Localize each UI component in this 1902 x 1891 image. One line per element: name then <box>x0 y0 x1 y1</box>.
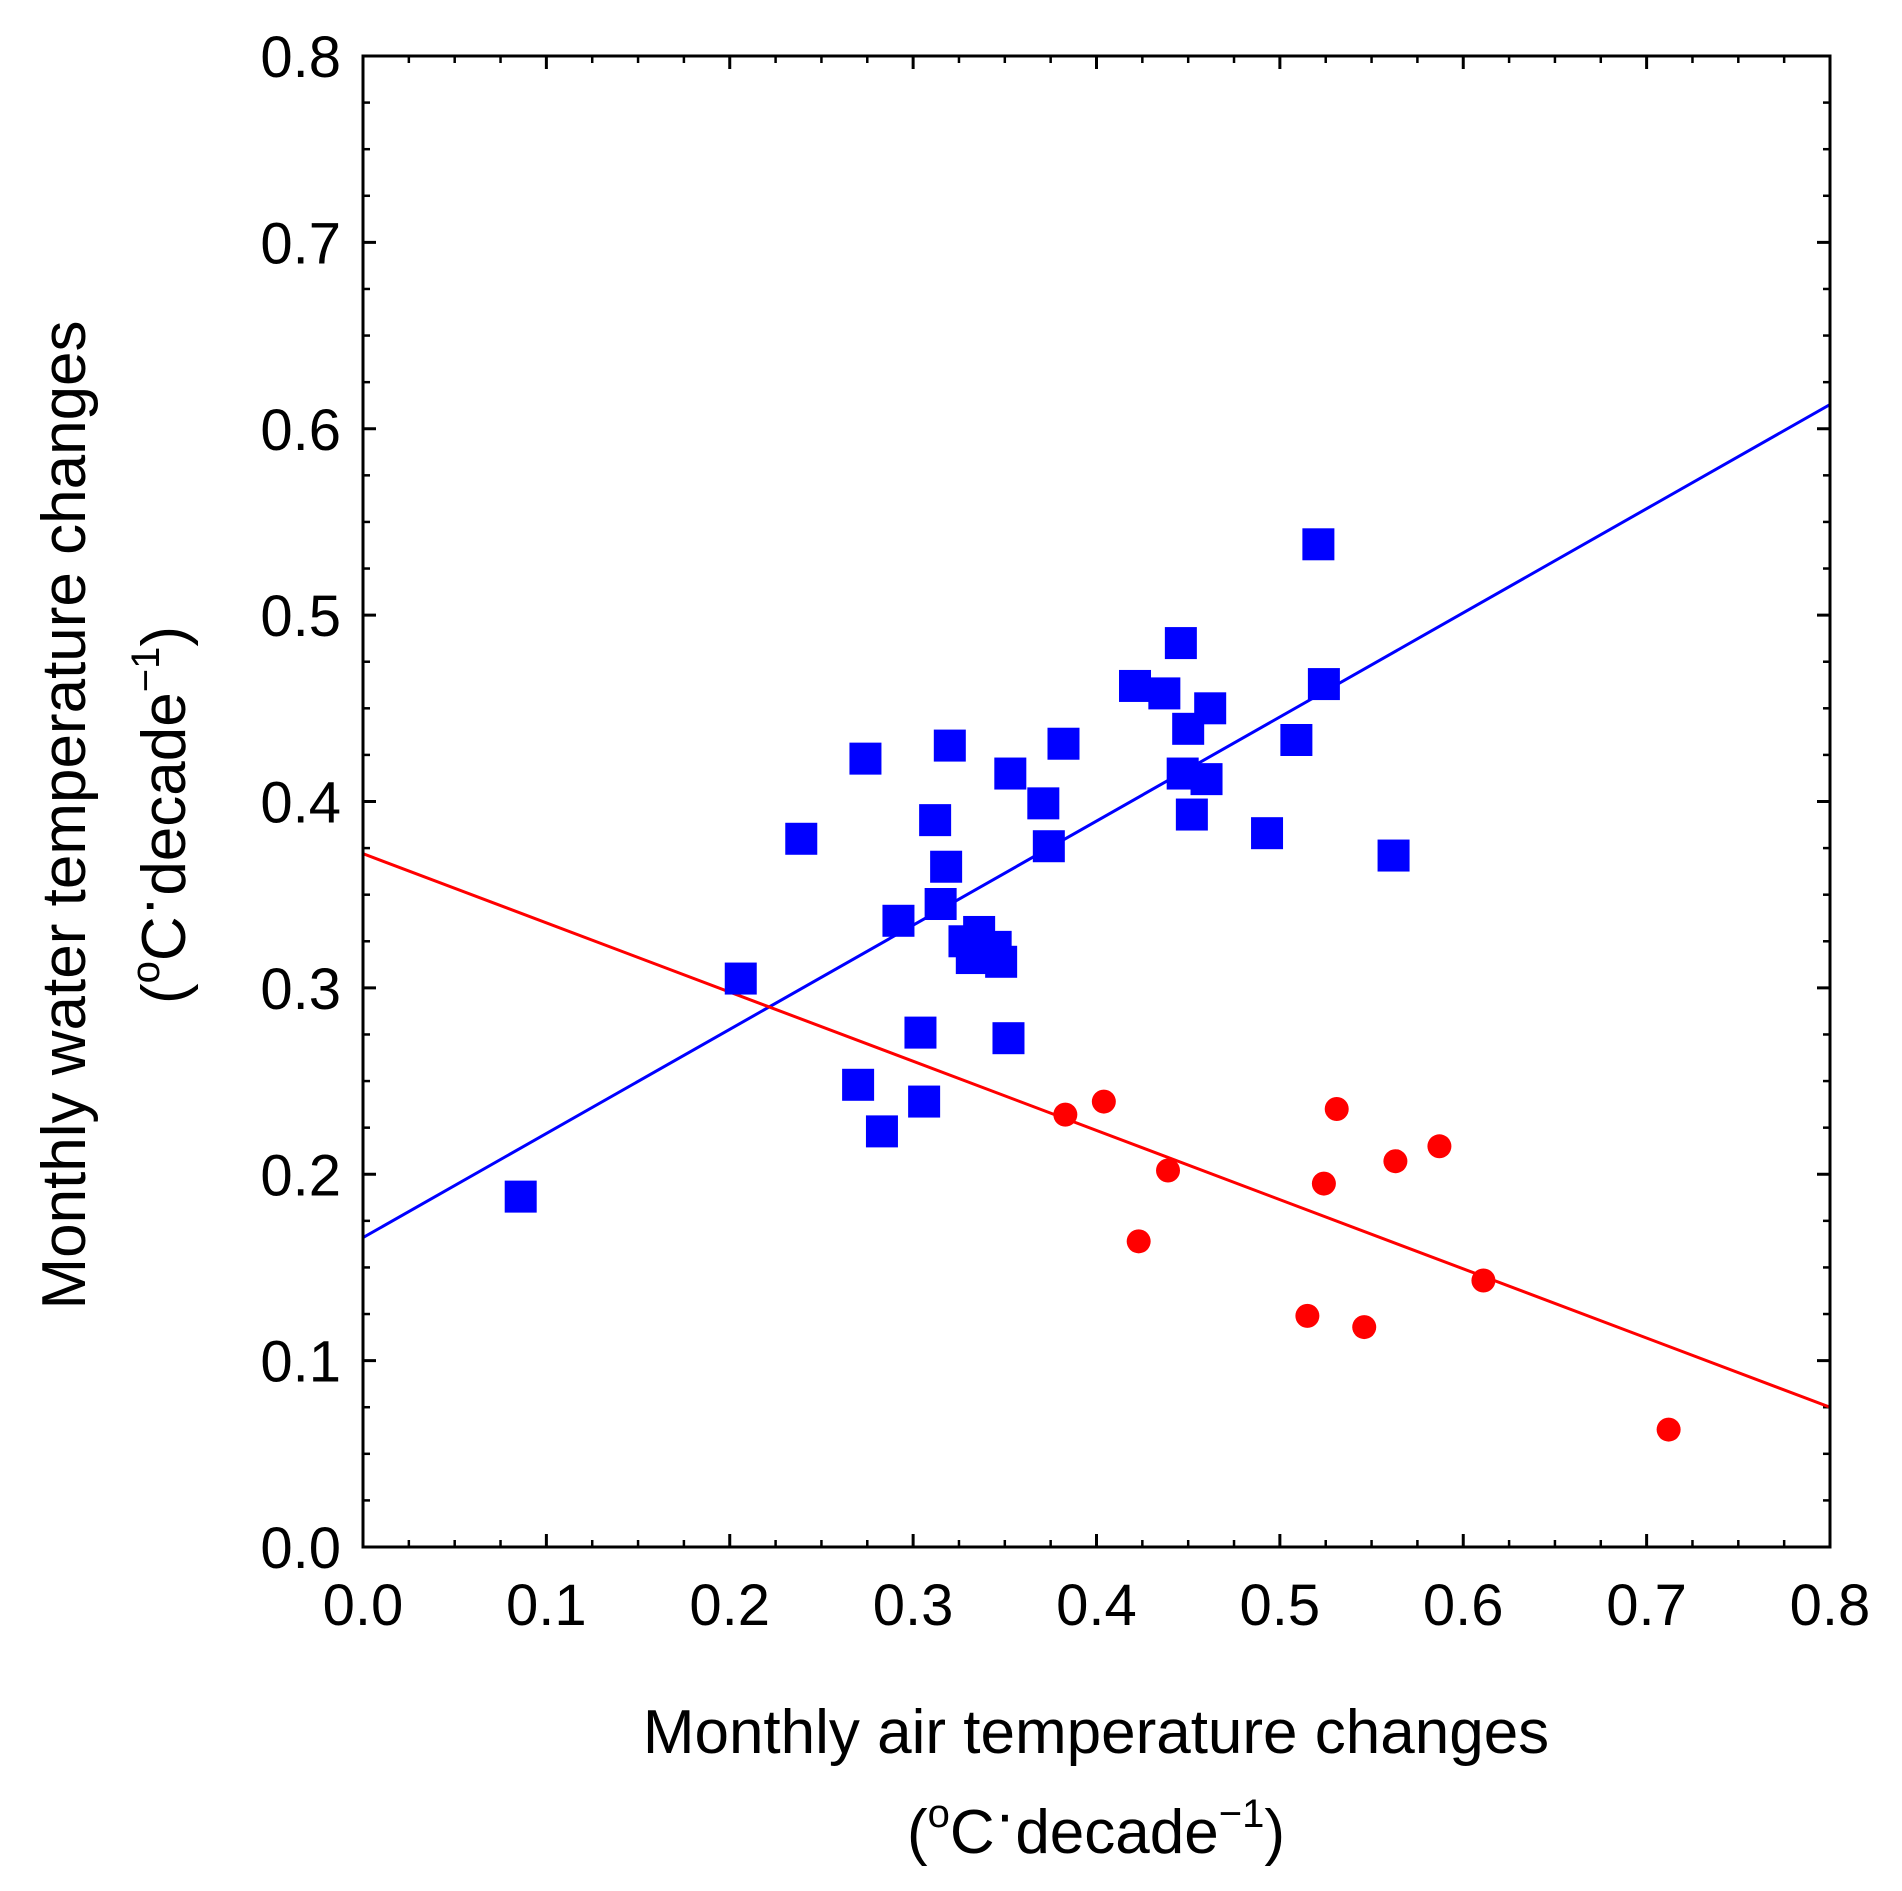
red-circle-point <box>1156 1158 1181 1183</box>
blue-square-point <box>1027 787 1060 820</box>
red-circle-point <box>1656 1417 1681 1442</box>
regression-lines <box>363 403 1830 1409</box>
red-circle-point <box>1091 1089 1116 1114</box>
y-tick-label: 0.1 <box>260 1330 341 1395</box>
red-circle-point <box>1324 1097 1349 1122</box>
tick-labels: 0.0 0.1 0.2 0.3 0.4 0.5 0.6 0.7 0.8 0.0 0.1 0.2 0.3 0… <box>260 25 1870 1638</box>
blue-square-point <box>1307 668 1340 701</box>
blue-square-point <box>933 729 966 762</box>
blue-square-point <box>1175 798 1208 831</box>
x-axis-unit: (oC·decade−1) <box>907 1780 1285 1867</box>
blue-square-point <box>992 1022 1025 1055</box>
y-tick-label: 0.5 <box>260 584 341 649</box>
y-tick-label: 0.0 <box>260 1516 341 1581</box>
blue-square-point <box>1032 830 1065 863</box>
blue-square-point <box>1047 727 1080 760</box>
red-circle-point <box>1053 1102 1078 1127</box>
x-tick-label: 0.2 <box>689 1573 770 1638</box>
y-tick-label: 0.6 <box>260 398 341 463</box>
blue-square-point <box>1251 817 1284 850</box>
blue-square-point <box>785 822 818 855</box>
blue-square-point <box>1164 627 1197 660</box>
x-tick-label: 0.6 <box>1423 1573 1504 1638</box>
y-tick-label: 0.2 <box>260 1143 341 1208</box>
x-tick-label: 0.8 <box>1790 1573 1871 1638</box>
blue-square-point <box>1148 677 1181 710</box>
y-axis-title: Monthly water temperature changes <box>30 320 99 1309</box>
blue-square-point <box>985 945 1018 978</box>
y-axis-unit: (oC·decade−1) <box>112 626 199 1004</box>
x-tick-label: 0.0 <box>323 1573 404 1638</box>
blue-square-point <box>882 904 915 937</box>
red-circle-point <box>1126 1229 1151 1254</box>
red-circle-point <box>1471 1268 1496 1293</box>
y-tick-label: 0.8 <box>260 25 341 90</box>
x-tick-label: 0.7 <box>1606 1573 1687 1638</box>
x-axis-title: Monthly air temperature changes <box>643 1698 1549 1767</box>
red-circle-point <box>1311 1171 1336 1196</box>
red-circle-point <box>1427 1134 1452 1159</box>
blue-square-point <box>504 1180 537 1213</box>
x-tick-label: 0.5 <box>1240 1573 1321 1638</box>
red-circle-point <box>1383 1149 1408 1174</box>
x-tick-label: 0.1 <box>506 1573 587 1638</box>
y-tick-label: 0.7 <box>260 211 341 276</box>
x-tick-label: 0.3 <box>873 1573 954 1638</box>
plot-frame <box>361 54 1832 1549</box>
blue-square-point <box>724 962 757 995</box>
blue-square-point <box>1377 839 1410 872</box>
blue-square-point <box>865 1115 898 1148</box>
blue-square-point <box>930 850 963 883</box>
blue-square-point <box>908 1085 941 1118</box>
blue-square-point <box>849 742 882 775</box>
blue-square-point <box>1302 528 1335 561</box>
blue-square-point <box>904 1016 937 1049</box>
blue-square-point <box>1119 669 1152 702</box>
red-circle-point <box>1295 1303 1320 1328</box>
data-points <box>504 528 1681 1442</box>
x-tick-label: 0.4 <box>1056 1573 1137 1638</box>
y-tick-label: 0.3 <box>260 957 341 1022</box>
blue-square-point <box>924 888 957 921</box>
red-fit-line <box>363 852 1830 1409</box>
blue-fit-line <box>363 403 1830 1239</box>
blue-square-point <box>1280 723 1313 756</box>
blue-square-point <box>842 1068 875 1101</box>
red-circle-point <box>1352 1315 1377 1340</box>
blue-square-point <box>994 757 1027 790</box>
blue-square-point <box>919 804 952 837</box>
y-tick-label: 0.4 <box>260 771 341 836</box>
blue-square-point <box>1190 763 1223 796</box>
blue-square-point <box>1194 692 1227 725</box>
